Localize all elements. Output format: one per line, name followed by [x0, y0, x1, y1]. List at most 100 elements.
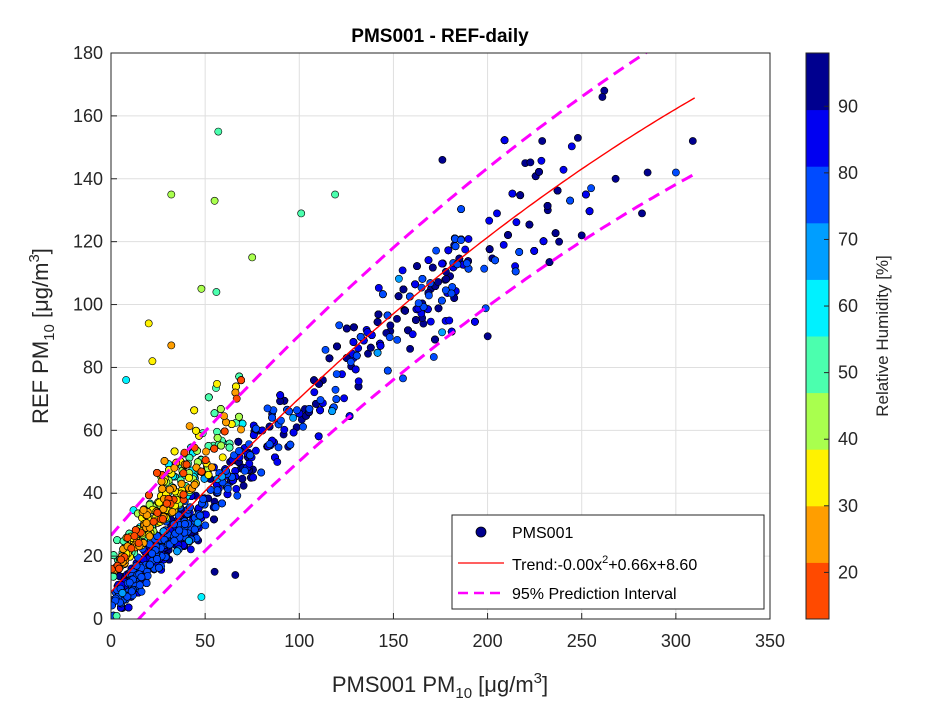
- data-point: [464, 235, 473, 243]
- data-point: [493, 209, 501, 218]
- data-point: [144, 319, 153, 328]
- data-point: [148, 549, 156, 558]
- axis-ticks: 0 50 100 150 200 250 300 350 0 20 40 60 80 100 120 140 1…: [73, 43, 785, 651]
- data-point: [643, 168, 652, 177]
- colorbar-tick-label: 70: [838, 229, 858, 249]
- data-point: [113, 536, 121, 544]
- data-point: [328, 407, 336, 415]
- data-point: [325, 354, 334, 363]
- data-point: [185, 537, 193, 545]
- data-point: [582, 190, 590, 199]
- data-point: [127, 544, 136, 553]
- y-tick-label: 140: [73, 169, 103, 189]
- data-point: [235, 412, 243, 421]
- colorbar-segment: [806, 222, 829, 280]
- data-point: [177, 479, 186, 488]
- colorbar-segment: [806, 109, 829, 167]
- data-point: [356, 332, 365, 341]
- data-point: [246, 451, 255, 460]
- data-point: [352, 351, 361, 360]
- data-point: [539, 237, 548, 246]
- data-point: [441, 267, 450, 276]
- data-point: [286, 440, 295, 449]
- data-point: [197, 593, 206, 601]
- plot-frame: [110, 52, 771, 620]
- data-point: [321, 345, 330, 354]
- trend-lines: [111, 53, 696, 619]
- data-point: [351, 365, 360, 374]
- data-point: [182, 460, 191, 469]
- data-point: [394, 274, 403, 283]
- data-point: [585, 207, 594, 216]
- data-point: [374, 310, 383, 319]
- data-point: [157, 477, 166, 486]
- data-point: [265, 440, 274, 449]
- data-point: [305, 404, 314, 413]
- data-point: [598, 93, 607, 101]
- data-point: [210, 515, 218, 524]
- data-point: [424, 291, 433, 300]
- data-point: [485, 216, 494, 225]
- data-point: [153, 555, 161, 563]
- x-tick-label: 200: [473, 631, 503, 651]
- data-point: [414, 299, 423, 307]
- data-point: [193, 518, 202, 527]
- data-point: [149, 517, 158, 526]
- data-point: [123, 533, 132, 542]
- data-point: [551, 229, 560, 237]
- data-point: [434, 304, 443, 313]
- data-point: [437, 259, 446, 268]
- data-point: [378, 290, 387, 299]
- data-point: [145, 560, 154, 569]
- data-point: [170, 463, 179, 472]
- colorbar: [805, 52, 830, 620]
- data-point: [202, 447, 210, 456]
- data-point: [457, 205, 465, 213]
- colorbar-tick-label: 60: [838, 296, 858, 316]
- data-point: [411, 280, 419, 289]
- data-point: [429, 353, 438, 361]
- data-point: [297, 209, 306, 218]
- data-point: [196, 511, 204, 520]
- data-point: [230, 451, 238, 460]
- colorbar-label: Relative Humidity [%]: [873, 255, 892, 417]
- data-point: [411, 316, 420, 324]
- data-point: [263, 404, 272, 413]
- data-point: [526, 158, 535, 167]
- data-point: [431, 335, 439, 344]
- data-point: [232, 484, 241, 493]
- data-point: [135, 581, 144, 589]
- data-point: [122, 376, 130, 384]
- data-point: [213, 433, 222, 442]
- data-point: [331, 190, 339, 199]
- data-point: [408, 330, 417, 339]
- data-point: [248, 253, 257, 262]
- data-point: [525, 220, 534, 229]
- legend-box: [451, 514, 765, 610]
- data-point: [233, 491, 242, 500]
- data-point: [179, 469, 188, 478]
- data-point: [276, 391, 285, 400]
- data-point: [268, 413, 276, 422]
- data-point: [167, 190, 176, 199]
- data-point: [512, 218, 521, 227]
- data-point: [142, 579, 151, 587]
- data-point: [638, 209, 646, 218]
- data-point: [316, 406, 324, 415]
- data-point: [553, 186, 562, 195]
- data-point: [292, 406, 301, 415]
- y-tick-label: 80: [83, 357, 103, 377]
- data-point: [342, 324, 351, 333]
- data-point: [394, 292, 403, 301]
- data-point: [462, 259, 471, 268]
- data-point: [211, 503, 220, 512]
- data-point: [299, 422, 307, 431]
- y-tick-label: 120: [73, 232, 103, 252]
- y-tick-label: 100: [73, 295, 103, 315]
- data-point: [399, 374, 407, 383]
- data-point: [331, 385, 340, 394]
- data-point: [212, 288, 221, 296]
- colorbar-segment: [806, 392, 829, 450]
- data-point: [374, 283, 383, 292]
- data-point: [197, 284, 206, 293]
